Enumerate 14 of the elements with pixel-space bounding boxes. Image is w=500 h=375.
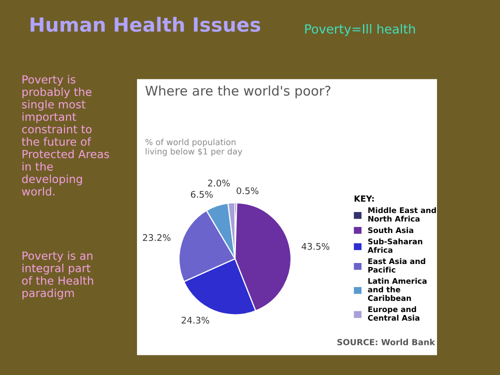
data-label: 6.5% bbox=[190, 190, 213, 198]
text: Human Health Issues bbox=[30, 16, 260, 32]
data-label: 23.2% bbox=[142, 234, 170, 242]
source-note: SOURCE: World Bank bbox=[337, 338, 436, 346]
chart-subtitle: % of world population living below $1 per day bbox=[145, 138, 242, 156]
text: Poverty is an integral part of the Health paradigm bbox=[22, 251, 94, 300]
data-label: 43.5% bbox=[302, 242, 330, 250]
data-label: 2.0% bbox=[208, 180, 230, 186]
data-label: 24.3% bbox=[182, 316, 210, 324]
text: Poverty is probably the single most important constraint to the future of Protected Areas in the developing world. bbox=[22, 75, 110, 196]
data-label: 0.5% bbox=[236, 187, 258, 194]
text: Poverty=Ill health bbox=[305, 24, 415, 36]
chart-title: Where are the world's poor? bbox=[145, 85, 330, 98]
legend-title: KEY: bbox=[354, 196, 374, 202]
